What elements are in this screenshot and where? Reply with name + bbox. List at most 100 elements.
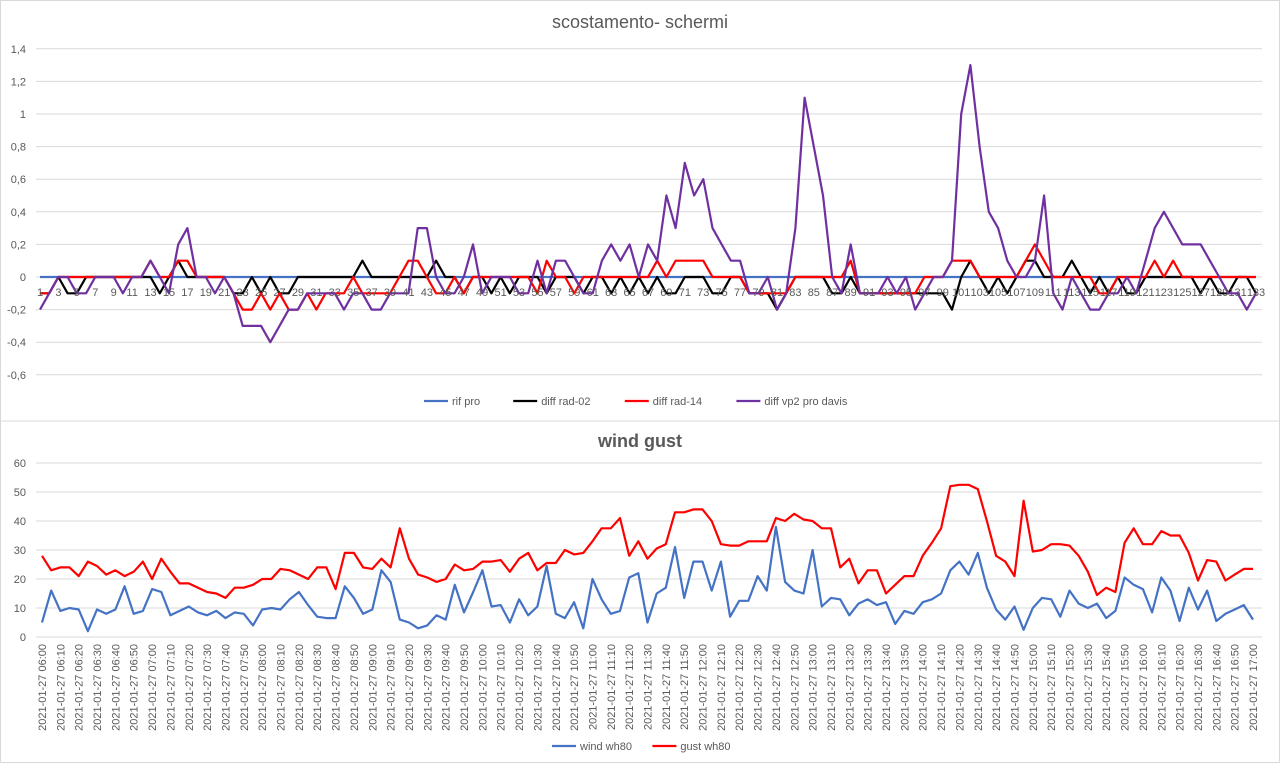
- x-tick-label: 2021-01-27 09:10: [386, 644, 398, 731]
- x-tick-label: 2021-01-27 08:40: [331, 644, 343, 731]
- x-tick-label: 2021-01-27 06:10: [55, 644, 67, 731]
- x-tick-label: 113: [1063, 287, 1081, 299]
- x-tick-label: 2021-01-27 11:10: [606, 644, 618, 730]
- x-tick-label: 7: [92, 287, 98, 299]
- x-tick-label: 2021-01-27 14:20: [954, 644, 966, 731]
- x-tick-label: 105: [989, 287, 1007, 299]
- x-tick-label: 83: [789, 287, 801, 299]
- y-tick-label: 60: [14, 458, 26, 470]
- x-tick-label: 23: [237, 287, 249, 299]
- x-tick-label: 2021-01-27 06:50: [129, 644, 141, 731]
- y-tick-label: -0,4: [7, 337, 26, 349]
- x-tick-label: 27: [273, 287, 285, 299]
- x-tick-label: 2021-01-27 15:10: [1046, 644, 1058, 731]
- y-tick-label: 0,6: [11, 174, 26, 186]
- x-tick-label: 123: [1155, 287, 1173, 299]
- x-tick-label: 2021-01-27 09:00: [367, 644, 379, 731]
- x-tick-label: 2021-01-27 07:50: [239, 644, 251, 731]
- x-tick-label: 2021-01-27 09:50: [459, 644, 471, 731]
- x-tick-label: 2021-01-27 12:10: [716, 644, 728, 731]
- x-tick-label: 2021-01-27 09:30: [422, 644, 434, 731]
- x-tick-label: 89: [845, 287, 857, 299]
- x-tick-label: 2021-01-27 07:30: [202, 644, 214, 731]
- x-tick-label: 2021-01-27 11:20: [624, 644, 636, 730]
- y-tick-label: 50: [14, 487, 26, 499]
- x-tick-label: 2021-01-27 10:10: [496, 644, 508, 731]
- x-tick-label: 2021-01-27 13:10: [826, 644, 838, 731]
- x-tick-label: 91: [863, 287, 875, 299]
- x-tick-label: 2021-01-27 13:30: [863, 644, 875, 731]
- x-tick-label: 2021-01-27 11:30: [643, 644, 655, 730]
- x-tick-label: 67: [642, 287, 654, 299]
- x-tick-label: 61: [587, 287, 599, 299]
- series-line-wind-wh80: [40, 525, 1254, 633]
- x-tick-label: 2021-01-27 13:40: [881, 644, 893, 731]
- x-tick-label: 2021-01-27 14:40: [991, 644, 1003, 731]
- x-tick-label: 2021-01-27 16:20: [1175, 644, 1187, 731]
- x-tick-label: 93: [881, 287, 893, 299]
- x-tick-label: 109: [1026, 287, 1044, 299]
- x-tick-label: 41: [402, 287, 414, 299]
- x-tick-label: 101: [952, 287, 970, 299]
- x-tick-label: 2021-01-27 14:30: [973, 644, 985, 731]
- x-tick-label: 2021-01-27 15:30: [1083, 644, 1095, 731]
- x-tick-label: 2021-01-27 16:50: [1230, 644, 1242, 731]
- x-tick-label: 2021-01-27 08:10: [276, 644, 288, 731]
- x-tick-label: 2021-01-27 14:00: [918, 644, 930, 731]
- x-tick-label: 9: [111, 287, 117, 299]
- x-tick-label: 2021-01-27 07:00: [147, 644, 159, 731]
- x-tick-label: 79: [752, 287, 764, 299]
- x-tick-label: 2021-01-27 10:30: [532, 644, 544, 731]
- x-tick-label: 2021-01-27 07:20: [184, 644, 196, 731]
- x-tick-label: 117: [1100, 287, 1118, 299]
- x-tick-label: 43: [421, 287, 433, 299]
- y-tick-label: 40: [14, 516, 26, 528]
- x-tick-label: 5: [74, 287, 80, 299]
- x-tick-label: 119: [1118, 287, 1136, 299]
- x-tick-label: 19: [200, 287, 212, 299]
- x-tick-label: 2021-01-27 13:50: [899, 644, 911, 731]
- x-tick-label: 2021-01-27 16:30: [1193, 644, 1205, 731]
- x-tick-label: 2021-01-27 07:10: [165, 644, 177, 731]
- x-tick-label: 2021-01-27 17:00: [1248, 644, 1260, 731]
- y-tick-label: 1,2: [11, 76, 26, 88]
- chart-title-bottom: wind gust: [597, 431, 682, 451]
- x-tick-label: 85: [808, 287, 820, 299]
- x-tick-label: 45: [439, 287, 451, 299]
- x-tick-label: 2021-01-27 08:20: [294, 644, 306, 731]
- x-tick-label: 2021-01-27 06:00: [37, 644, 49, 731]
- x-tick-label: 3: [55, 287, 61, 299]
- x-tick-label: 53: [513, 287, 525, 299]
- x-tick-label: 121: [1136, 287, 1154, 299]
- x-tick-label: 125: [1173, 287, 1191, 299]
- y-tick-label: 10: [14, 603, 26, 615]
- x-tick-label: 57: [550, 287, 562, 299]
- x-tick-label: 129: [1210, 287, 1228, 299]
- x-tick-label: 31: [310, 287, 322, 299]
- x-tick-label: 95: [900, 287, 912, 299]
- x-tick-label: 1: [37, 287, 43, 299]
- x-tick-label: 15: [163, 287, 175, 299]
- x-tick-label: 2021-01-27 12:50: [789, 644, 801, 731]
- x-tick-label: 2021-01-27 10:40: [551, 644, 563, 731]
- legend-label: diff rad-14: [653, 396, 702, 408]
- x-tick-label: 51: [494, 287, 506, 299]
- x-tick-label: 69: [660, 287, 672, 299]
- x-tick-label: 55: [531, 287, 543, 299]
- x-tick-label: 2021-01-27 09:40: [441, 644, 453, 731]
- y-tick-label: 0: [20, 272, 26, 284]
- x-tick-label: 33: [329, 287, 341, 299]
- x-tick-label: 17: [181, 287, 193, 299]
- x-tick-label: 87: [826, 287, 838, 299]
- x-tick-label: 111: [1045, 287, 1062, 299]
- x-tick-label: 2021-01-27 15:20: [1065, 644, 1077, 731]
- x-tick-label: 2021-01-27 14:10: [936, 644, 948, 731]
- x-tick-label: 2021-01-27 12:30: [753, 644, 765, 731]
- x-tick-label: 2021-01-27 16:00: [1138, 644, 1150, 731]
- x-tick-label: 29: [292, 287, 304, 299]
- y-tick-label: 0,8: [11, 142, 26, 154]
- x-tick-label: 2021-01-27 06:40: [110, 644, 122, 731]
- series-line-gust-wh80: [41, 483, 1253, 600]
